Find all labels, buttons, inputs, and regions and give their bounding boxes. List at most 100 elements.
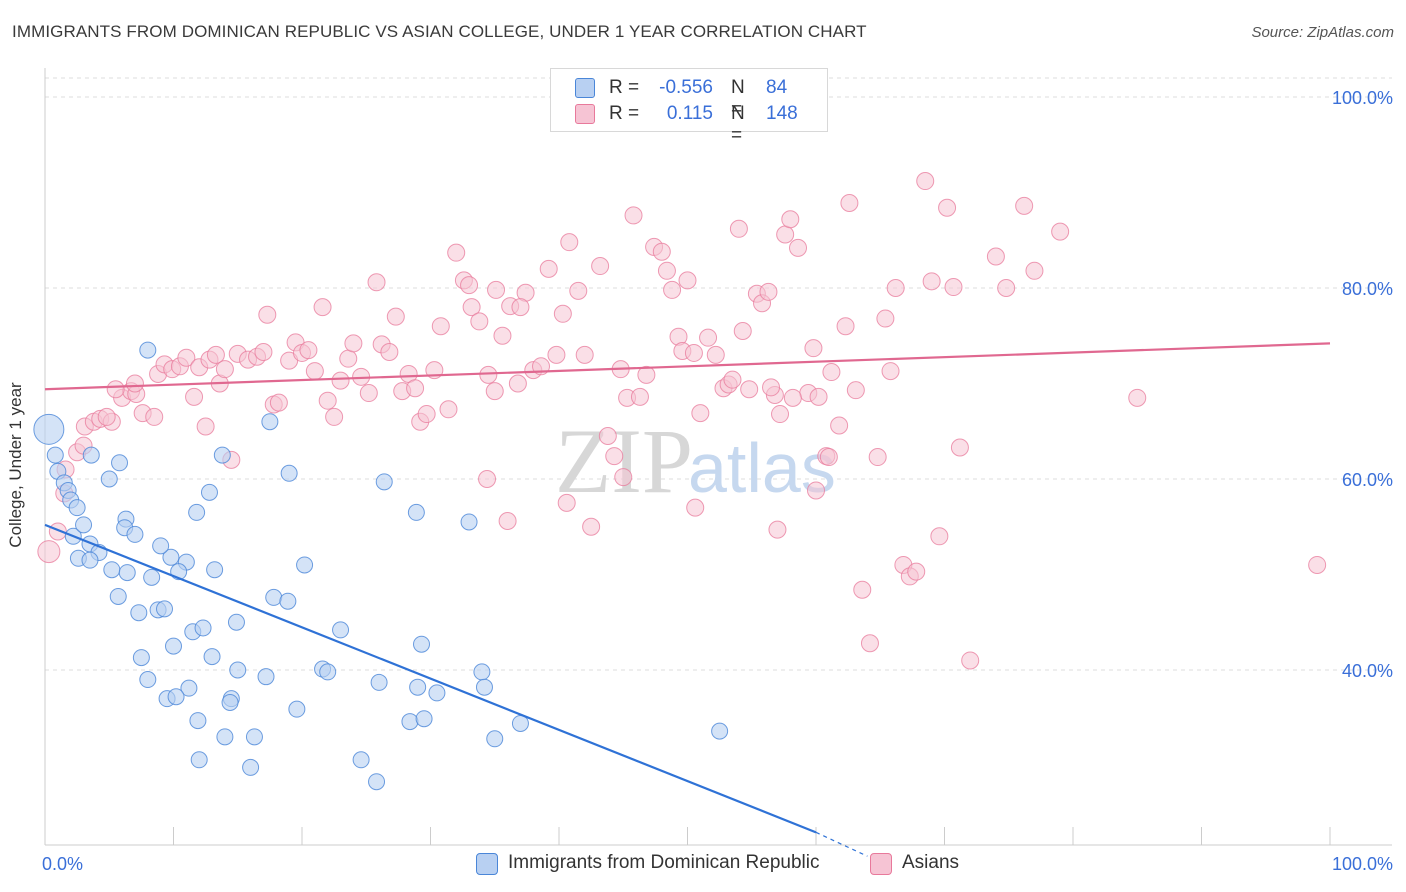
asians-point — [318, 391, 337, 410]
asians-point — [380, 342, 399, 361]
dominican-point — [257, 668, 275, 686]
dominican-point — [75, 516, 93, 534]
y-tick-label: 100.0% — [1332, 88, 1393, 108]
legend-n-label: N = — [731, 103, 745, 146]
legend-swatch-pink — [575, 104, 595, 124]
asians-point — [916, 172, 935, 191]
asians-point — [331, 371, 350, 390]
trend-lines — [44, 342, 1331, 857]
asians-point — [313, 298, 332, 317]
asians-point — [553, 304, 572, 323]
dominican-point — [139, 341, 157, 359]
dominican-point — [118, 564, 136, 582]
asians-point — [582, 517, 601, 536]
dominican-point — [132, 649, 150, 667]
watermark-zip: ZIP — [555, 410, 693, 512]
dominican-point — [401, 713, 419, 731]
legend-swatch-blue — [476, 853, 498, 875]
asians-point — [485, 382, 504, 401]
dominican-point — [221, 693, 239, 711]
asians-point — [479, 365, 498, 384]
asians-point — [254, 342, 273, 361]
asians-point — [487, 280, 506, 299]
asians-points — [37, 172, 1327, 670]
asians-point — [37, 540, 61, 564]
asians-point — [591, 257, 610, 276]
asians-point — [215, 360, 234, 379]
dominican-point — [280, 464, 298, 482]
dominican-point — [375, 473, 393, 491]
asians-point — [493, 326, 512, 345]
dominican-point — [319, 663, 337, 681]
asians-point — [860, 634, 879, 653]
asians-point — [498, 512, 517, 531]
dominican-points — [33, 341, 729, 791]
source-label: Source: ZipAtlas.com — [1251, 24, 1394, 41]
watermark: ZIP atlas — [555, 410, 836, 512]
asians-point — [853, 580, 872, 599]
asians-point — [145, 407, 164, 426]
dominican-point — [194, 619, 212, 637]
dominican-point — [143, 568, 161, 586]
asians-point — [1308, 555, 1327, 574]
dominican-point — [242, 758, 260, 776]
dominican-point — [200, 483, 218, 501]
asians-point — [177, 348, 196, 367]
asians-point — [637, 365, 656, 384]
dominican-point — [33, 413, 65, 445]
asians-point — [691, 404, 710, 423]
legend-r-label: R = — [609, 77, 640, 98]
asians-point — [106, 380, 125, 399]
asians-point — [339, 349, 358, 368]
dominican-point — [109, 587, 127, 605]
asians-point — [768, 520, 787, 539]
dominican-point — [165, 637, 182, 655]
dominican-point — [156, 600, 174, 618]
asians-point — [822, 363, 841, 382]
dominican-point — [428, 684, 446, 702]
asians-point — [299, 341, 318, 360]
asians-point — [652, 242, 671, 261]
dominican-point — [213, 446, 231, 464]
dominican-point — [229, 661, 247, 679]
asians-point — [406, 379, 425, 398]
asians-point — [781, 210, 800, 229]
asians-point — [986, 247, 1005, 266]
asians-point — [557, 493, 576, 512]
dominican-point — [103, 561, 121, 579]
asians-point — [125, 374, 144, 393]
grid-lines — [45, 77, 1392, 671]
legend-r-label: R = — [609, 103, 640, 124]
dominican-point — [81, 551, 99, 569]
dominican-point — [126, 525, 144, 543]
asians-point — [686, 498, 705, 517]
asians-point — [938, 198, 957, 217]
asians-point — [840, 194, 859, 213]
dominican-point — [167, 688, 185, 706]
asians-point — [305, 362, 324, 381]
legend-label: Immigrants from Dominican Republic — [508, 852, 820, 873]
asians-point — [657, 261, 676, 280]
asians-point — [881, 362, 900, 381]
asians-point — [605, 447, 624, 466]
asians-point — [663, 280, 682, 299]
asians-point — [930, 527, 949, 546]
dominican-point — [162, 548, 180, 566]
dominican-point — [245, 728, 263, 746]
dominican-point — [352, 751, 370, 769]
asians-point — [699, 328, 718, 347]
asians-point — [258, 305, 277, 324]
asians-point — [511, 298, 530, 317]
legend-label: Asians — [902, 852, 960, 873]
asians-point — [809, 387, 828, 406]
asians-point — [417, 405, 436, 424]
correlation-legend: R = -0.556 N = 84 R = 0.115 N = 148 — [550, 68, 828, 146]
asians-point — [470, 312, 489, 331]
legend-swatch-pink — [870, 853, 892, 875]
dominican-point — [190, 751, 208, 769]
dominican-point — [279, 592, 297, 610]
asians-point — [678, 271, 697, 290]
asians-point — [1015, 196, 1034, 215]
asians-point — [723, 370, 742, 389]
dominican-point — [473, 663, 491, 681]
